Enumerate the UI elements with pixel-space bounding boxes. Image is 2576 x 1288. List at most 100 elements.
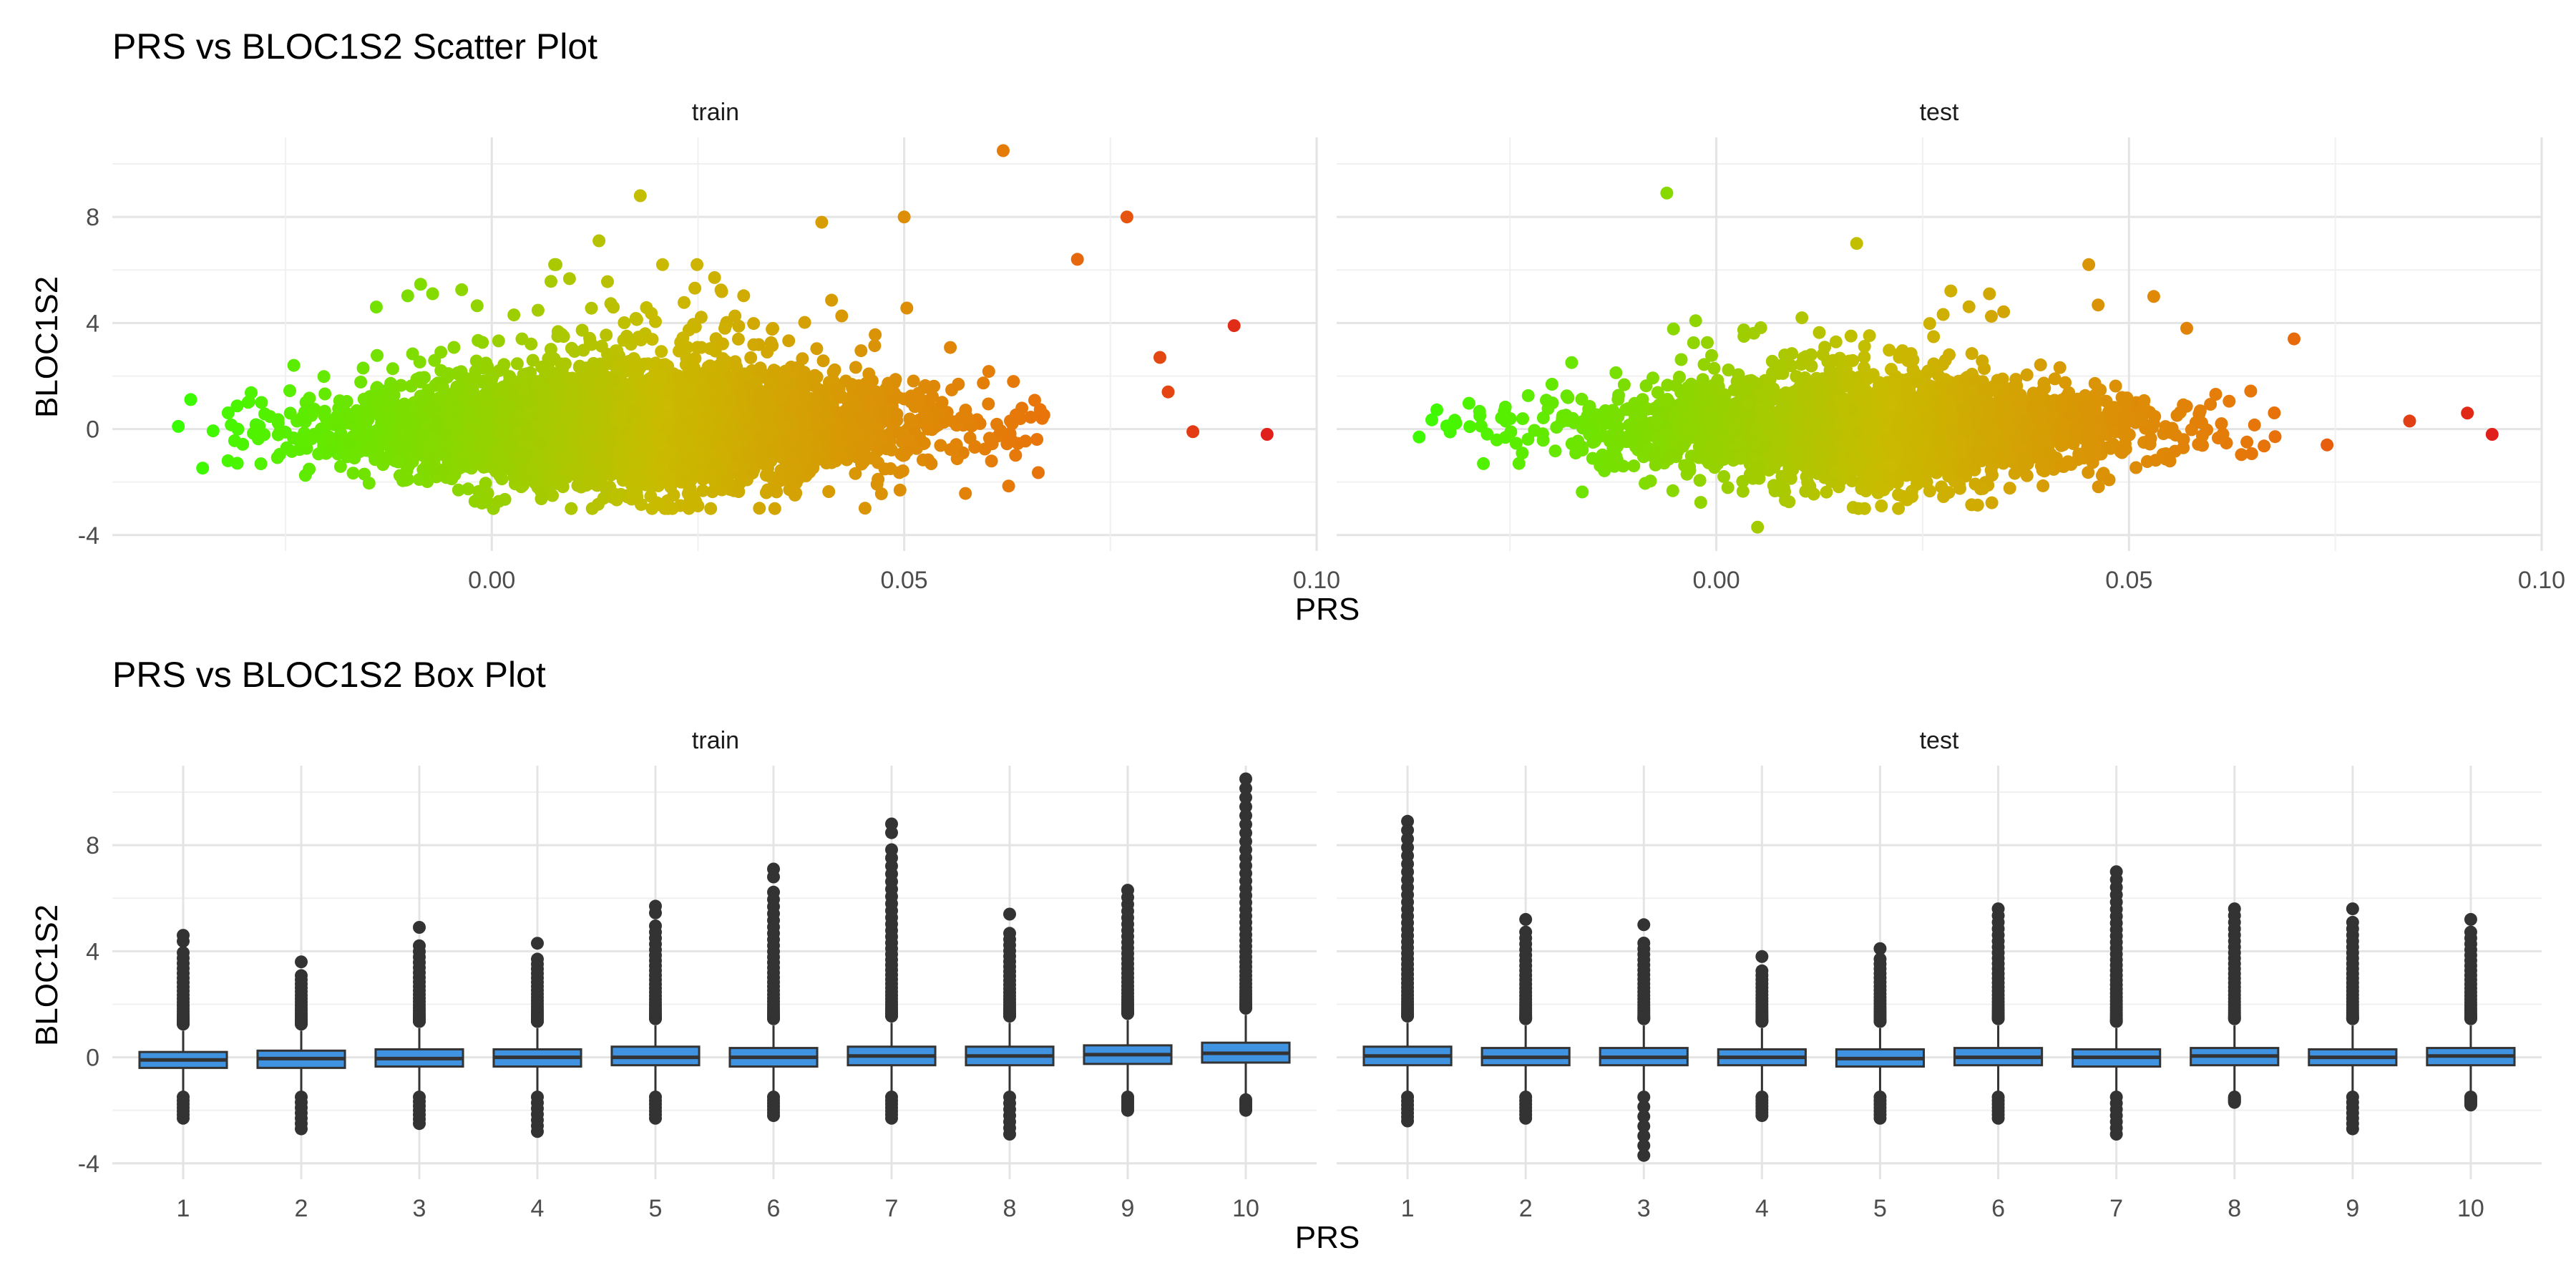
scatter-point	[254, 457, 268, 471]
scatter-point	[567, 345, 581, 358]
y-tick-label: 4	[86, 310, 99, 337]
scatter-point	[432, 391, 446, 405]
scatter-point	[475, 497, 489, 510]
scatter-point	[678, 296, 691, 309]
scatter-point	[952, 377, 965, 391]
scatter-points-train	[172, 144, 1274, 515]
scatter-point	[870, 477, 884, 491]
scatter-point	[706, 485, 719, 499]
scatter-point	[855, 382, 869, 395]
scatter-point	[982, 397, 995, 411]
scatter-point	[452, 483, 465, 497]
scatter-point	[236, 437, 250, 451]
scatter-point	[774, 389, 788, 401]
scatter-point	[829, 449, 841, 462]
scatter-facet-label-train: train	[692, 99, 739, 126]
scatter-point	[854, 344, 868, 358]
scatter-point	[469, 364, 482, 378]
scatter-point	[620, 329, 633, 343]
scatter-point	[587, 356, 600, 370]
scatter-point	[318, 409, 331, 422]
scatter-point	[731, 332, 745, 346]
scatter-point	[718, 321, 731, 335]
scatter-point	[796, 352, 809, 366]
scatter-point	[688, 351, 702, 365]
x-tick-label: 0.10	[1293, 567, 1340, 594]
scatter-point	[303, 462, 316, 476]
scatter-point	[704, 502, 718, 515]
scatter-point	[959, 487, 972, 500]
scatter-point	[990, 417, 1004, 431]
scatter-point	[333, 459, 347, 473]
scatter-point	[507, 308, 521, 322]
scatter-point	[907, 374, 920, 388]
scatter-point	[985, 437, 999, 451]
scatter-point	[524, 462, 537, 476]
scatter-point	[280, 441, 293, 454]
scatter-point	[655, 258, 669, 271]
scatter-point	[241, 396, 255, 409]
scatter-point	[766, 322, 779, 335]
scatter-point	[673, 374, 687, 387]
scatter-point	[950, 438, 963, 452]
scatter-point	[434, 346, 448, 359]
scatter-point	[221, 406, 235, 419]
scatter-point	[396, 403, 409, 416]
scatter-point	[677, 465, 691, 478]
scatter-point	[747, 317, 761, 331]
scatter-point	[562, 371, 575, 385]
scatter-point	[283, 384, 296, 397]
scatter-point	[573, 359, 587, 373]
scatter-point	[747, 338, 761, 351]
scatter-point	[560, 454, 573, 467]
scatter-point	[640, 301, 653, 314]
scatter-point	[601, 275, 614, 288]
scatter-point	[688, 281, 702, 295]
scatter-point	[844, 443, 857, 457]
scatter-point	[570, 462, 583, 476]
scatter-point	[522, 408, 535, 421]
scatter-point	[225, 418, 238, 431]
scatter-point	[317, 370, 331, 384]
scatter-point	[934, 439, 947, 452]
scatter-point	[1024, 411, 1038, 424]
scatter-point	[900, 301, 914, 315]
scatter-point	[410, 373, 424, 386]
scatter-point	[932, 406, 946, 420]
scatter-point	[919, 379, 932, 392]
scatter-point	[296, 433, 310, 447]
scatter-point	[950, 452, 964, 466]
scatter-point	[982, 365, 995, 379]
scatter-point	[510, 357, 524, 371]
scatter-point	[736, 398, 749, 411]
scatter-point	[909, 396, 923, 410]
scatter-point	[434, 364, 448, 377]
scatter-point	[634, 333, 648, 347]
scatter-point	[753, 502, 766, 515]
scatter-point	[768, 502, 781, 515]
scatter-point	[356, 361, 370, 375]
scatter-point	[825, 293, 839, 307]
scatter-point	[625, 492, 638, 506]
scatter-point	[826, 365, 840, 379]
scatter-point	[492, 494, 506, 508]
scatter-point	[868, 339, 882, 353]
scatter-point	[196, 462, 210, 475]
scatter-point	[625, 478, 638, 492]
x-tick-label: 0.05	[881, 567, 928, 594]
scatter-point	[362, 477, 376, 490]
scatter-point	[893, 483, 907, 497]
scatter-point	[782, 472, 796, 486]
scatter-point	[481, 360, 494, 374]
scatter-point	[455, 283, 469, 296]
scatter-point	[755, 401, 769, 415]
scatter-point	[396, 474, 409, 487]
scatter-point	[386, 362, 399, 376]
scatter-point	[383, 416, 396, 429]
scatter-point	[858, 502, 872, 515]
scatter-point	[406, 347, 419, 361]
scatter-point	[550, 258, 562, 271]
scatter-point	[649, 315, 662, 328]
scatter-point	[629, 312, 643, 325]
